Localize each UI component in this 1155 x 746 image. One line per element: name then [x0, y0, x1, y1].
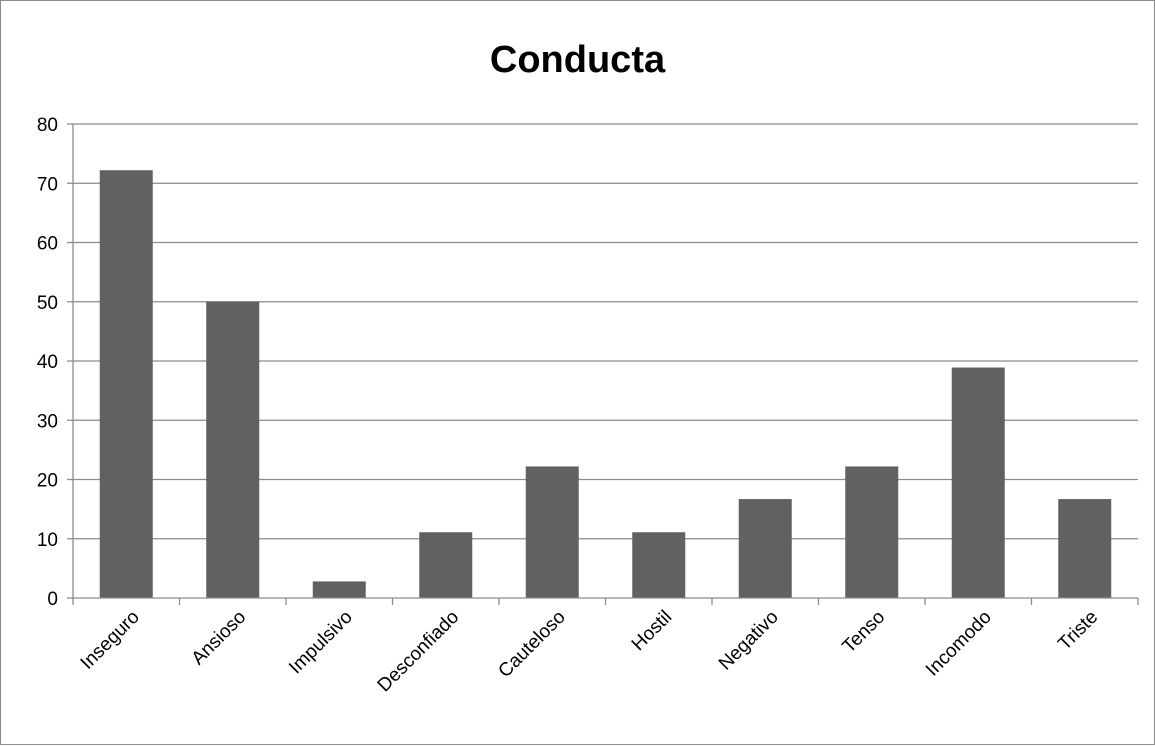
tick-labels: 0 10 20 30 40 50 60 70 80 Inseguro Ansioso Impulsiv…	[37, 115, 1102, 696]
bar-incomodo	[951, 367, 1005, 598]
y-tick-label: 0	[47, 589, 58, 610]
bar-negativo	[738, 499, 792, 598]
bar-cauteloso	[525, 466, 579, 598]
y-tick-label: 60	[37, 234, 58, 255]
bar-desconfiado	[419, 532, 473, 598]
bar-tenso	[845, 466, 899, 598]
y-tick-label: 30	[37, 411, 58, 432]
bar-hostil	[632, 532, 686, 598]
y-tick-label: 80	[37, 115, 58, 136]
axes	[67, 123, 1139, 605]
bar-inseguro	[99, 170, 153, 598]
bar-impulsivo	[312, 581, 366, 598]
x-tick-label: Impulsivo	[285, 607, 357, 679]
bar-triste	[1058, 499, 1112, 598]
y-tick-label: 40	[37, 352, 58, 373]
x-tick-label: Negativo	[715, 607, 783, 675]
y-tick-label: 10	[37, 530, 58, 551]
x-tick-label: Inseguro	[77, 607, 144, 674]
x-tick-label: Desconfiado	[374, 607, 464, 697]
y-tick-label: 50	[37, 293, 58, 314]
y-tick-label: 20	[37, 471, 58, 492]
x-tick-label: Hostil	[628, 607, 676, 655]
bars	[99, 170, 1112, 598]
chart-title: Conducta	[489, 39, 666, 81]
y-tick-label: 70	[37, 174, 58, 195]
x-tick-label: Ansioso	[188, 607, 251, 670]
x-tick-label: Incomodo	[922, 607, 996, 681]
x-tick-label: Triste	[1054, 607, 1102, 655]
bar-ansioso	[206, 301, 260, 598]
x-tick-label: Cauteloso	[494, 607, 569, 682]
x-tick-label: Tenso	[839, 607, 890, 658]
